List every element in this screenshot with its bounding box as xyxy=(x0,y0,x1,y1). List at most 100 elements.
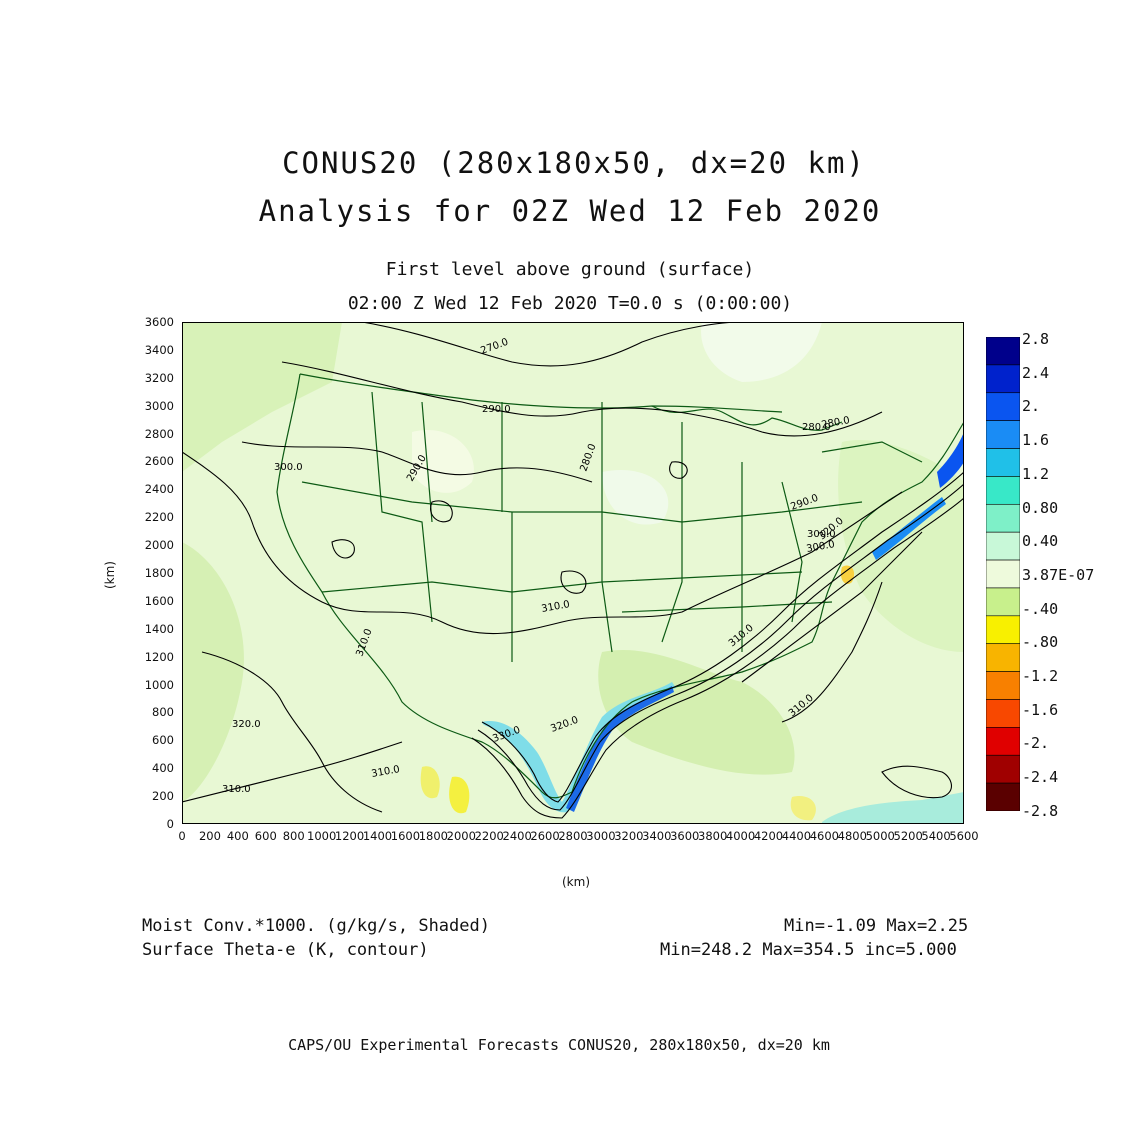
contour-320-east xyxy=(741,531,923,683)
contour-310-southeast xyxy=(781,581,883,723)
shade-pos-atlantic-core xyxy=(937,432,964,488)
legend-swatch xyxy=(986,503,1020,533)
contour-label: 310.0 xyxy=(222,784,251,795)
map-background xyxy=(182,322,964,824)
contour-label: 300.0 xyxy=(806,539,836,555)
contour-closed-5 xyxy=(669,461,688,479)
y-tick-label: 1600 xyxy=(144,593,174,608)
x-tick-label: 600 xyxy=(254,829,277,843)
contour-closed-4 xyxy=(430,500,453,523)
legend-label: -1.6 xyxy=(1022,700,1059,719)
shade-patch-gulf xyxy=(598,649,795,775)
contour-310-west xyxy=(201,651,383,813)
legend-swatch xyxy=(986,392,1020,421)
x-tick-label: 3400 xyxy=(642,829,672,843)
contour-label: 320.0 xyxy=(232,719,261,730)
state-border-11 xyxy=(621,601,833,613)
legend-swatch xyxy=(986,559,1020,589)
legend-label: -.40 xyxy=(1022,599,1059,618)
legend-label: -2. xyxy=(1022,734,1050,753)
us-coastline xyxy=(276,373,964,799)
legend-swatch xyxy=(986,337,1020,366)
x-tick-label: 200 xyxy=(198,829,221,843)
x-tick-label: 1200 xyxy=(334,829,365,843)
y-tick-label: 200 xyxy=(152,789,174,804)
state-border-12 xyxy=(781,481,803,623)
contour-closed-1 xyxy=(881,765,952,799)
y-tick-label: 0 xyxy=(166,817,174,831)
legend-swatch xyxy=(986,531,1020,561)
y-tick-label: 2600 xyxy=(144,454,174,469)
x-tick-label: 800 xyxy=(282,829,305,843)
shade-patch-canada xyxy=(701,322,822,382)
legend-swatch xyxy=(986,699,1020,728)
y-tick-label: 1400 xyxy=(144,621,174,636)
us-canada-border xyxy=(299,373,783,413)
x-tick-label: 5600 xyxy=(949,829,979,843)
contour-label: 280.0 xyxy=(802,422,831,433)
color-legend xyxy=(986,337,1020,811)
x-tick-label: 5200 xyxy=(893,829,923,843)
plot-subtitle-time: 02:00 Z Wed 12 Feb 2020 T=0.0 s (0:00:00… xyxy=(347,293,793,314)
credit-line: CAPS/OU Experimental Forecasts CONUS20, … xyxy=(288,1036,830,1054)
legend-swatch xyxy=(986,782,1020,811)
y-tick-label: 1000 xyxy=(144,677,174,692)
y-tick-label: 3000 xyxy=(144,398,174,413)
y-tick-label: 3200 xyxy=(144,370,174,385)
legend-label: 1.6 xyxy=(1022,431,1050,450)
plot-frame xyxy=(182,322,964,824)
y-tick-label: 2200 xyxy=(144,510,174,525)
x-tick-label: 3200 xyxy=(614,829,644,843)
x-axis-unit: (km) xyxy=(562,875,591,889)
x-tick-label: 1800 xyxy=(418,829,448,843)
x-tick-label: 1600 xyxy=(390,829,421,843)
x-tick-label: 3600 xyxy=(670,829,700,843)
state-border-7 xyxy=(421,401,433,523)
theta-e-contours xyxy=(182,322,964,819)
contour-label: 300.0 xyxy=(274,462,303,473)
state-borders xyxy=(276,373,964,799)
x-tick-label: 3800 xyxy=(698,829,728,843)
legend-swatch xyxy=(986,448,1020,477)
contour-300 xyxy=(182,451,903,635)
legend-label: -2.8 xyxy=(1022,801,1059,820)
legend-swatch xyxy=(986,727,1020,756)
contour-closed-2 xyxy=(331,539,355,559)
x-tick-label: 2800 xyxy=(558,829,588,843)
shade-patch-rockies xyxy=(412,430,474,493)
contour-label: 290.0 xyxy=(482,404,511,415)
contour-closed-3 xyxy=(560,570,587,594)
legend-label: 3.87E-07 xyxy=(1022,565,1095,584)
plot-title-line2: Analysis for 02Z Wed 12 Feb 2020 xyxy=(258,194,882,228)
contour-310-south xyxy=(182,741,403,803)
contour-front-3 xyxy=(471,497,964,819)
legend-swatch xyxy=(986,364,1020,394)
shade-neg-gulf xyxy=(790,796,816,821)
x-tick-label: 2600 xyxy=(530,829,560,843)
x-tick-label: 4200 xyxy=(753,829,784,843)
y-tick-label: 3600 xyxy=(144,315,174,329)
y-tick-label: 3400 xyxy=(144,342,174,357)
x-tick-label: 4400 xyxy=(781,829,812,843)
y-tick-label: 800 xyxy=(152,705,174,720)
contour-field-label: Surface Theta-e (K, contour) xyxy=(142,940,429,960)
legend-swatch xyxy=(986,615,1020,645)
state-border-8 xyxy=(661,422,683,643)
shade-neg-texas-2 xyxy=(449,776,470,814)
x-tick-label: 3000 xyxy=(586,829,616,843)
contour-label: 310.0 xyxy=(541,599,571,615)
x-tick-label: 4000 xyxy=(725,829,756,843)
contour-label: 310.0 xyxy=(371,764,401,780)
legend-label: 0.40 xyxy=(1022,532,1059,551)
legend-swatch xyxy=(986,754,1020,784)
shaded-field-stats: Min=-1.09 Max=2.25 xyxy=(784,916,969,936)
legend-label: 2.8 xyxy=(1022,330,1050,348)
shade-patch-atlantic xyxy=(838,440,964,652)
legend-swatch xyxy=(986,476,1020,505)
x-tick-label: 0 xyxy=(178,829,186,843)
y-tick-label: 1200 xyxy=(144,649,174,664)
x-tick-label: 400 xyxy=(226,829,249,843)
x-tick-label: 5000 xyxy=(865,829,895,843)
state-border-3 xyxy=(321,571,803,593)
plot-subtitle-level: First level above ground (surface) xyxy=(385,259,755,280)
